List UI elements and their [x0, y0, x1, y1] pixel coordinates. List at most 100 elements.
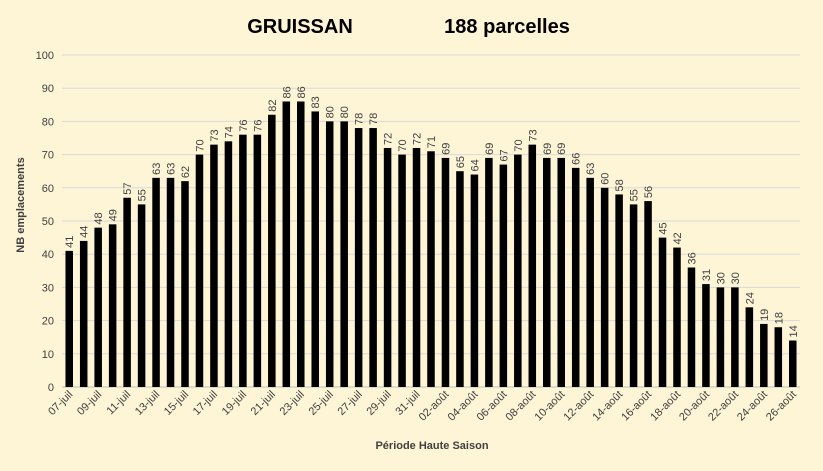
y-tick-label: 0 — [48, 382, 54, 394]
data-label: 57 — [122, 183, 134, 195]
bar — [456, 171, 464, 387]
x-tick-label: 15-juil — [162, 389, 191, 418]
x-tick-label: 23-juil — [278, 389, 307, 418]
data-label: 69 — [484, 143, 496, 155]
bar — [383, 147, 392, 387]
bar — [571, 167, 580, 387]
y-tick-label: 90 — [42, 83, 54, 95]
bar — [79, 240, 88, 387]
data-label: 18 — [773, 312, 785, 324]
y-tick-label: 60 — [42, 183, 54, 195]
y-axis-title: NB emplacements — [15, 157, 27, 252]
y-tick-label: 40 — [42, 249, 54, 261]
data-label: 24 — [744, 292, 756, 304]
data-label: 42 — [672, 232, 684, 244]
data-label: 69 — [542, 143, 554, 155]
bar — [65, 250, 73, 387]
y-tick-label: 10 — [42, 349, 54, 361]
data-label: 41 — [64, 236, 76, 248]
y-axis-ticks: 0 10 20 30 40 50 60 70 80 90 100 — [36, 50, 54, 394]
bar — [181, 181, 189, 387]
data-label: 48 — [93, 212, 105, 224]
bar — [586, 177, 594, 387]
data-label: 44 — [79, 226, 91, 238]
data-label: 30 — [730, 272, 742, 284]
bar — [514, 154, 522, 387]
bar — [789, 340, 797, 387]
data-label: 76 — [238, 119, 250, 131]
bar — [528, 144, 537, 387]
x-tick-label: 02-août — [417, 389, 452, 424]
bar — [152, 177, 160, 387]
bar — [687, 267, 696, 387]
data-label: 80 — [325, 106, 337, 118]
x-tick-label: 12-août — [561, 389, 596, 424]
y-tick-label: 70 — [42, 150, 54, 162]
data-label: 69 — [556, 143, 568, 155]
bar — [470, 174, 479, 387]
data-label: 63 — [151, 163, 163, 175]
bar — [485, 157, 493, 387]
data-label: 14 — [788, 325, 800, 337]
data-label: 60 — [600, 173, 612, 185]
bar — [702, 284, 710, 387]
data-label: 70 — [194, 139, 206, 151]
y-tick-label: 50 — [42, 216, 54, 228]
bar-series — [65, 101, 797, 388]
data-label: 45 — [658, 222, 670, 234]
bar — [297, 101, 305, 387]
x-tick-label: 24-août — [735, 389, 770, 424]
bar — [716, 287, 725, 387]
bar — [760, 323, 768, 387]
bar — [210, 144, 218, 387]
data-label: 71 — [426, 136, 438, 148]
y-tick-label: 80 — [42, 116, 54, 128]
data-label: 69 — [440, 143, 452, 155]
bar — [108, 224, 117, 387]
data-label: 30 — [715, 272, 727, 284]
data-label: 66 — [571, 153, 583, 165]
data-label: 82 — [267, 100, 279, 112]
bar — [253, 134, 262, 387]
data-label: 86 — [296, 86, 308, 98]
bar — [629, 204, 638, 387]
chart-title-right: 188 parcelles — [444, 16, 570, 38]
x-tick-label: 26-août — [764, 389, 799, 424]
x-tick-label: 10-août — [532, 389, 567, 424]
data-label: 64 — [469, 159, 481, 171]
data-label: 63 — [166, 163, 178, 175]
bar — [282, 101, 291, 387]
data-label: 49 — [108, 209, 120, 221]
bar — [543, 157, 551, 387]
x-tick-label: 08-août — [504, 389, 539, 424]
data-label: 55 — [629, 189, 641, 201]
x-tick-label: 29-juil — [364, 389, 393, 418]
x-tick-label: 11-juil — [105, 389, 134, 418]
data-label: 56 — [643, 186, 655, 198]
x-tick-label: 09-juil — [75, 389, 104, 418]
bar — [166, 177, 175, 387]
data-label: 73 — [209, 129, 221, 141]
x-axis-ticks: 07-juil 09-juil 11-juil 13-juil 15-juil 17-ju… — [46, 389, 799, 424]
data-label: 67 — [498, 149, 510, 161]
data-label: 62 — [180, 166, 192, 178]
data-label: 55 — [137, 189, 149, 201]
bar — [774, 327, 783, 387]
bar — [441, 157, 450, 387]
x-tick-label: 19-juil — [220, 389, 249, 418]
x-tick-label: 13-juil — [133, 389, 162, 418]
bar — [123, 197, 131, 387]
bar — [673, 247, 681, 387]
x-tick-label: 22-août — [706, 389, 741, 424]
bar — [658, 237, 667, 387]
bar — [354, 128, 363, 388]
bar — [644, 201, 652, 387]
bar — [369, 128, 377, 388]
x-axis-title: Période Haute Saison — [375, 440, 488, 452]
bar — [412, 147, 421, 387]
bar — [600, 187, 609, 387]
data-label: 74 — [223, 126, 235, 138]
bar — [268, 114, 276, 387]
y-tick-label: 30 — [42, 282, 54, 294]
